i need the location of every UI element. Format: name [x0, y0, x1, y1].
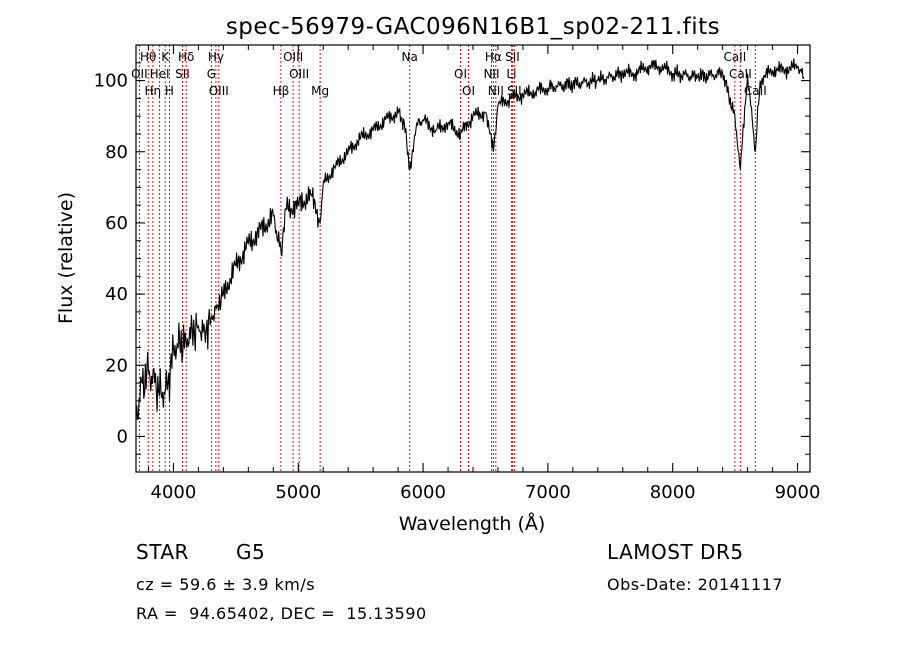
- y-tick-label-0: 0: [117, 426, 128, 447]
- spectral-line-markers: [138, 45, 756, 472]
- line-label-0: Hθ: [140, 50, 156, 64]
- line-label-7: SII: [175, 67, 190, 81]
- line-label-25: CaII: [729, 67, 752, 81]
- line-label-5: H: [165, 84, 174, 98]
- line-label-12: OIII: [283, 50, 303, 64]
- survey-name: LAMOST DR5: [607, 540, 744, 564]
- y-tick-label-4: 80: [105, 142, 128, 163]
- line-label-3: K: [161, 50, 170, 64]
- x-axis-label: Wavelength (Å): [399, 512, 546, 535]
- coordinates: RA = 94.65402, DEC = 15.13590: [136, 604, 427, 623]
- x-tick-label-1: 5000: [275, 482, 321, 503]
- line-label-21: SII: [505, 50, 520, 64]
- x-tick-label-3: 7000: [525, 482, 571, 503]
- y-tick-label-1: 20: [105, 355, 128, 376]
- chart-title: spec-56979-GAC096N16B1_sp02-211.fits: [226, 14, 720, 40]
- y-tick-label-2: 40: [105, 284, 128, 305]
- redshift-velocity: cz = 59.6 ± 3.9 km/s: [136, 575, 316, 594]
- spectral-line-labels: HθOIIHηKHeIHHδSIIOIIIHγGHβOIIIOIIIMgNaOI…: [131, 50, 767, 98]
- line-label-19: NII: [483, 67, 499, 81]
- y-tick-label-5: 100: [94, 71, 128, 92]
- line-label-17: OI: [462, 84, 475, 98]
- line-label-10: G: [207, 67, 216, 81]
- observation-date: Obs-Date: 20141117: [607, 575, 784, 594]
- y-axis-label: Flux (relative): [55, 192, 77, 324]
- x-tick-label-0: 4000: [151, 482, 197, 503]
- x-tick-label-2: 6000: [400, 482, 446, 503]
- line-label-13: OIII: [289, 67, 309, 81]
- line-label-6: Hδ: [178, 50, 194, 64]
- spectrum-line: [135, 58, 805, 420]
- line-label-22: Li: [506, 67, 516, 81]
- x-tick-label-5: 9000: [775, 482, 821, 503]
- x-tick-label-4: 8000: [650, 482, 696, 503]
- line-label-4: HeI: [150, 67, 170, 81]
- y-tick-label-3: 60: [105, 213, 128, 234]
- line-label-20: NII: [488, 84, 504, 98]
- line-label-14: Mg: [311, 84, 329, 98]
- line-label-2: Hη: [145, 84, 162, 98]
- line-label-8: OIII: [209, 84, 229, 98]
- axis-ticks: 4000 5000 6000 7000 8000 9000 0 20 40 60 80 100: [94, 44, 821, 503]
- object-class: STAR: [136, 540, 189, 564]
- line-label-15: Na: [402, 50, 418, 64]
- line-label-11: Hβ: [273, 84, 290, 98]
- line-label-18: Hα: [485, 50, 502, 64]
- line-label-1: OII: [131, 67, 148, 81]
- line-label-9: Hγ: [208, 50, 224, 64]
- object-subclass: G5: [236, 540, 266, 564]
- line-label-24: CaII: [723, 50, 746, 64]
- line-label-16: OI: [454, 67, 467, 81]
